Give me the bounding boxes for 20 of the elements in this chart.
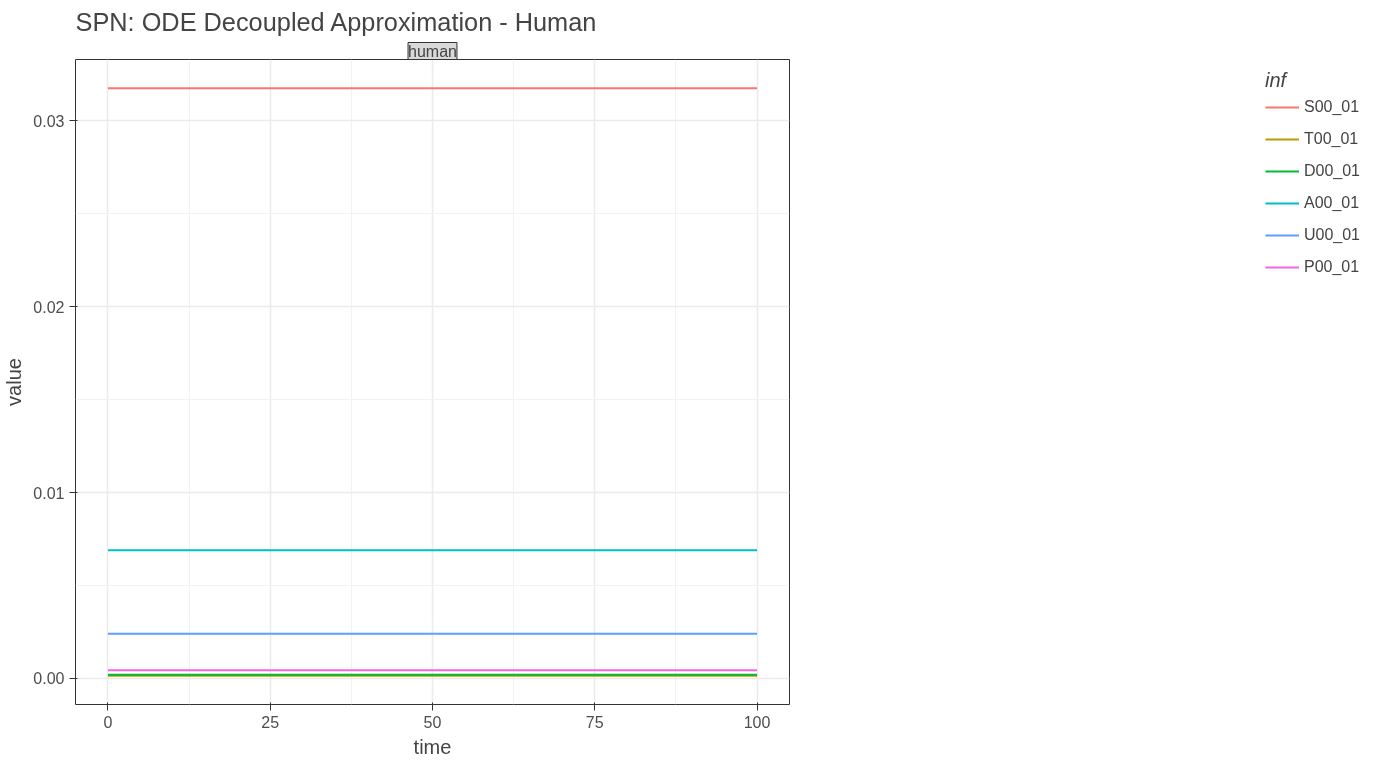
chart-subtitle: human [408, 42, 457, 60]
y-tick-label: 0.00 [33, 670, 65, 688]
legend-label: U00_01 [1303, 226, 1360, 244]
legend-label: S00_01 [1303, 98, 1360, 116]
x-tick-label: 0 [103, 713, 113, 731]
y-tick-label: 0.03 [33, 112, 65, 130]
legend-label: D00_01 [1303, 162, 1360, 180]
x-tick-label: 100 [743, 713, 771, 731]
x-tick-label: 75 [585, 713, 604, 731]
legend-label: P00_01 [1303, 258, 1360, 276]
x-tick-label: 25 [261, 713, 280, 731]
x-tick-label: 50 [423, 713, 442, 731]
y-tick-label: 0.02 [33, 298, 65, 316]
x-axis-title: time [413, 735, 452, 758]
chart-title: SPN: ODE Decoupled Approximation - Human [75, 7, 597, 36]
legend-label: A00_01 [1303, 194, 1360, 212]
y-axis-title: value [3, 358, 26, 406]
legend-label: T00_01 [1303, 130, 1359, 148]
legend-title: inf [1264, 69, 1289, 92]
y-tick-label: 0.01 [33, 484, 65, 502]
